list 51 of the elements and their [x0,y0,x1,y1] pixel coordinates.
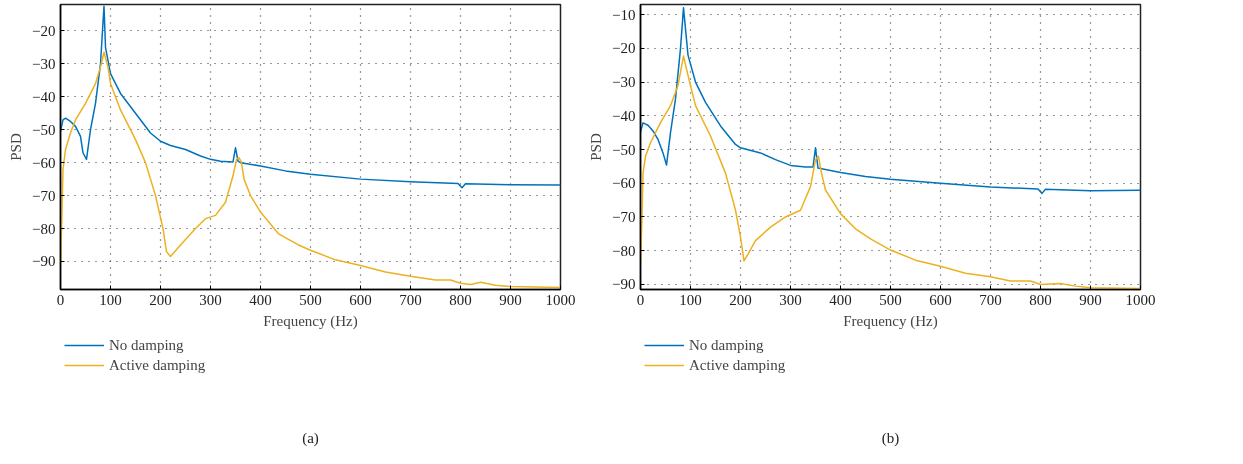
y-tick-label: −60 [612,175,636,192]
line-series [640,7,1141,195]
y-tick-label: −40 [612,107,636,124]
y-tick-label: −80 [612,242,636,259]
x-tick-label: 900 [1079,291,1102,308]
legend-label: Active damping [689,356,786,374]
x-tick-label: 1000 [545,291,576,308]
x-tick-label: 500 [299,291,322,308]
y-tick-label: −10 [612,6,636,23]
y-tick-label: −90 [612,276,636,293]
x-tick-label: 700 [979,291,1002,308]
x-tick-label: 300 [779,291,802,308]
x-tick-label: 700 [399,291,422,308]
x-tick-label: 0 [636,291,645,308]
x-tick-label: 500 [879,291,902,308]
x-tick-label: 600 [929,291,952,308]
x-tick-label: 1000 [1125,291,1156,308]
text: (a) [302,429,319,447]
y-tick-label: −70 [612,208,636,225]
y-tick-label: −50 [612,141,636,158]
legend-label: No damping [689,336,764,354]
y-tick-label: −90 [32,253,56,270]
x-tick-label: 200 [729,291,752,308]
x-tick-label: 400 [249,291,272,308]
x-tick-label: 800 [449,291,472,308]
legend-label: No damping [109,336,184,354]
legend-label: Active damping [109,356,206,374]
text: (b) [881,429,900,447]
x-tick-label: 900 [499,291,522,308]
x-axis-title: Frequency (Hz) [263,312,358,330]
x-tick-label: 0 [56,291,65,308]
y-axis-title: PSD [588,133,605,161]
line-series [60,5,561,189]
x-tick-label: 200 [149,291,172,308]
y-tick-label: −20 [32,22,56,39]
y-tick-label: −20 [612,40,636,57]
x-tick-label: 800 [1029,291,1052,308]
x-tick-label: 600 [349,291,372,308]
y-tick-label: −30 [32,55,56,72]
x-axis-title: Frequency (Hz) [843,312,938,330]
x-tick-label: 100 [99,291,122,308]
y-tick-label: −50 [32,121,56,138]
x-tick-label: 400 [829,291,852,308]
y-tick-label: −80 [32,220,56,237]
y-tick-label: −30 [612,74,636,91]
y-tick-label: −60 [32,154,56,171]
y-axis-title: PSD [8,133,25,161]
x-tick-label: 300 [199,291,222,308]
x-tick-label: 100 [679,291,702,308]
y-tick-label: −40 [32,88,56,105]
y-tick-label: −70 [32,187,56,204]
